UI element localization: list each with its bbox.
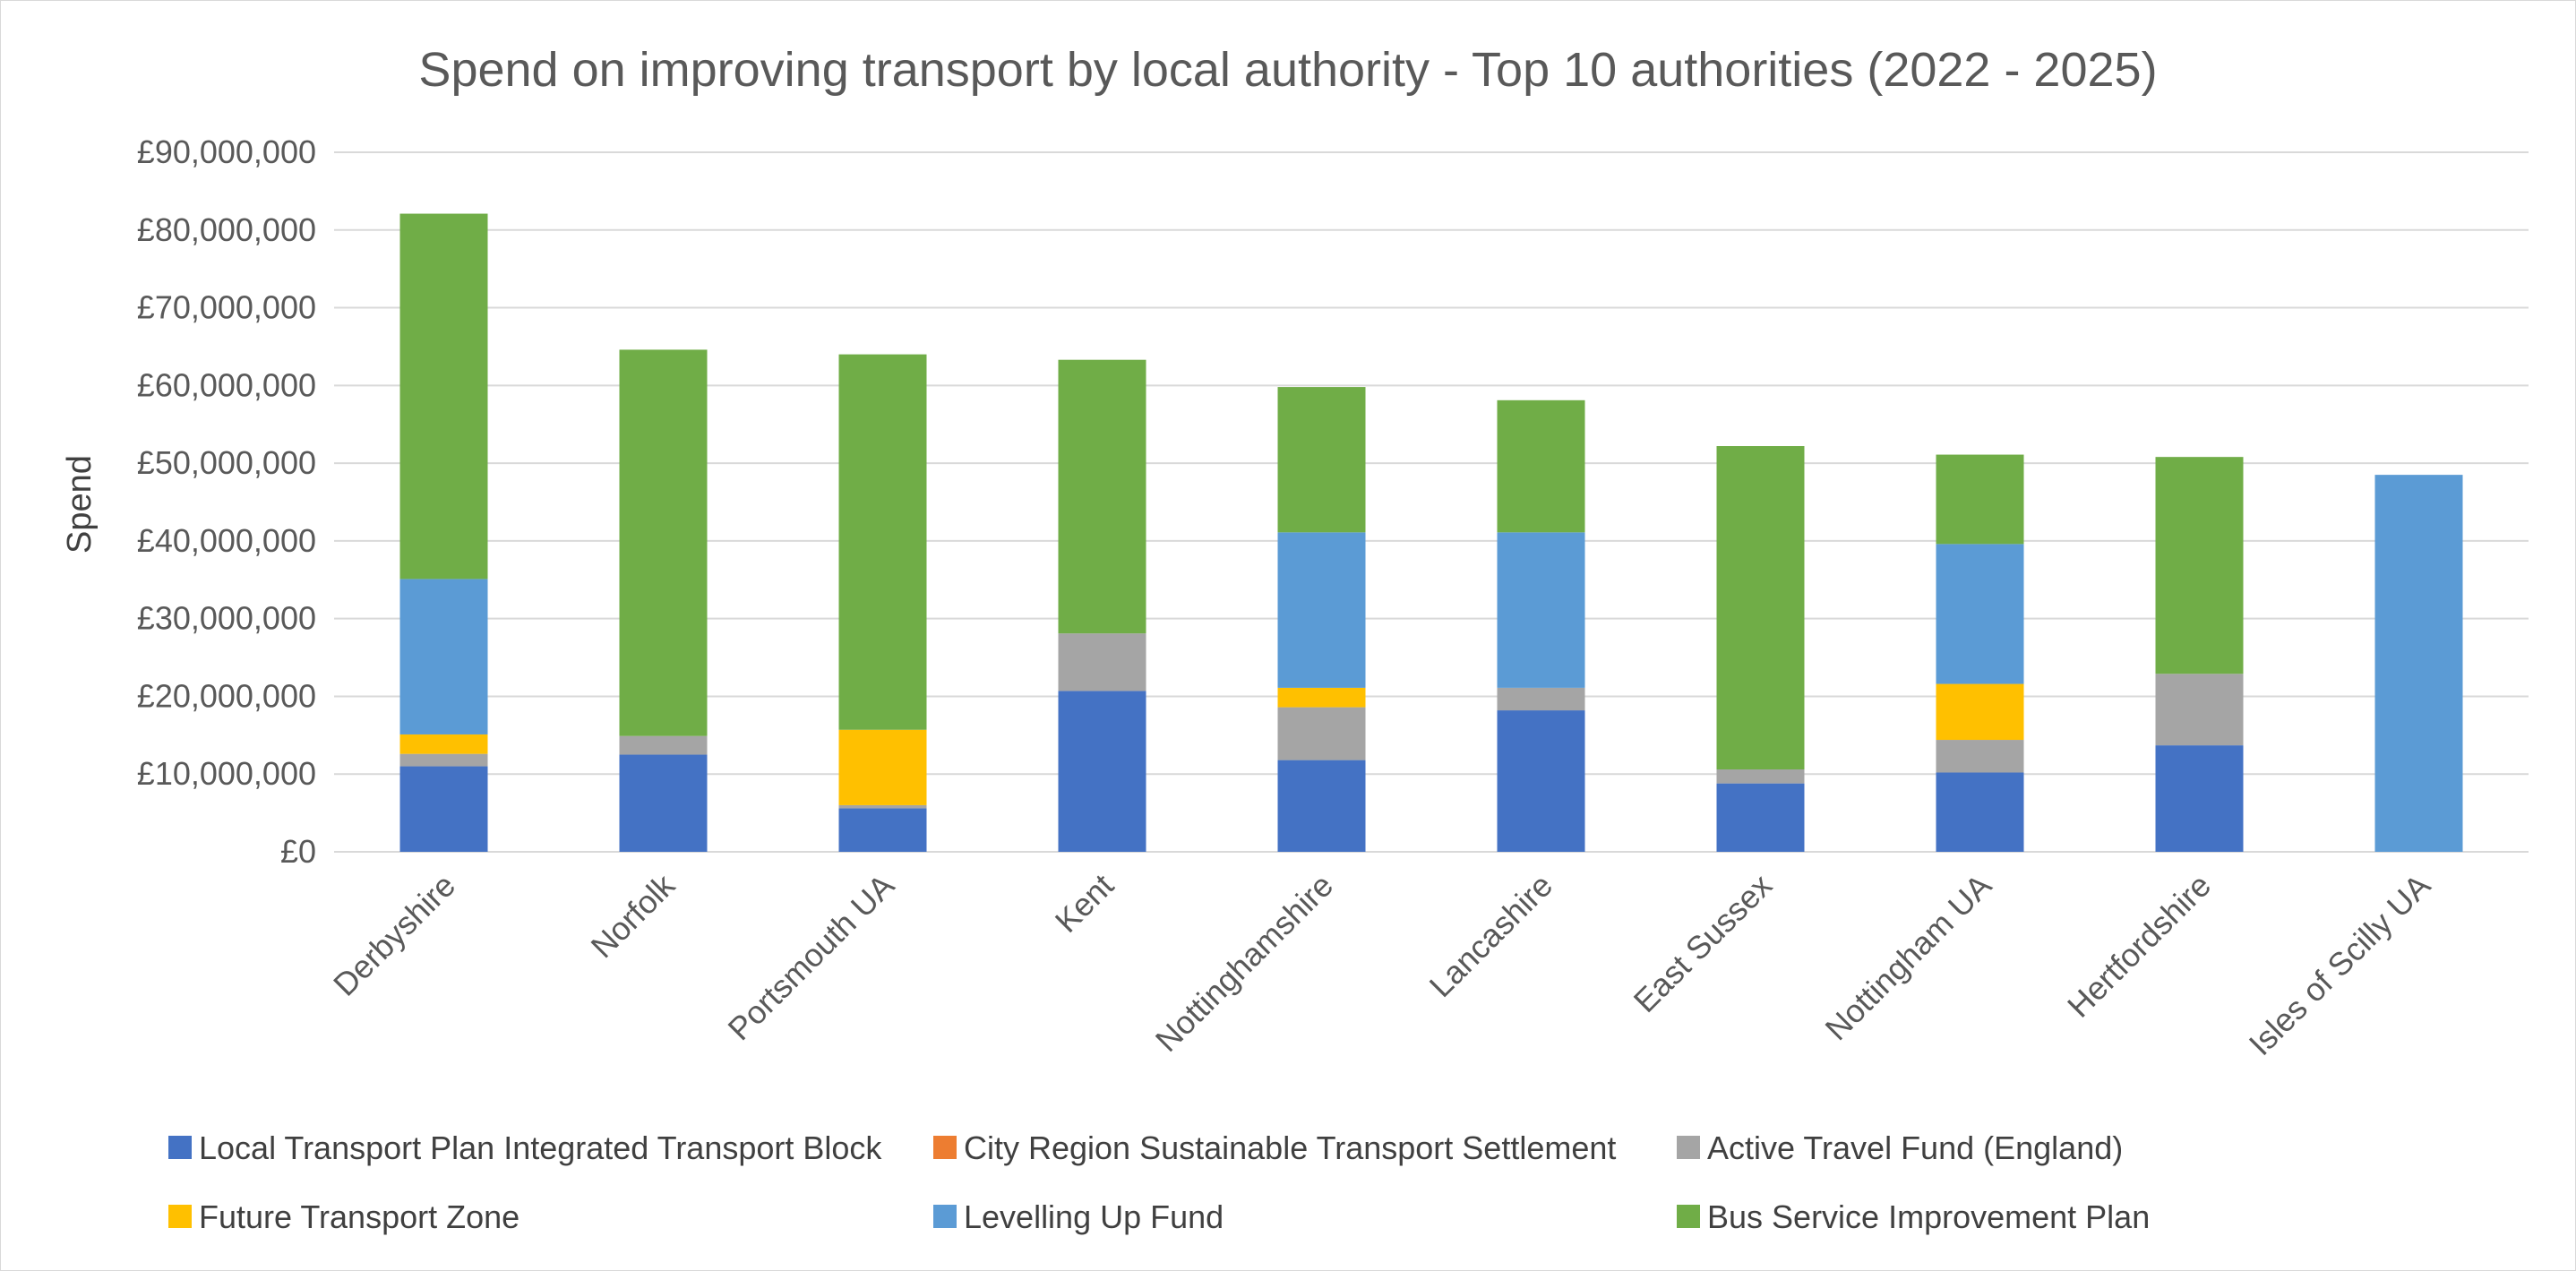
bar-segment — [1936, 454, 2024, 545]
x-tick-label: Nottinghamshire — [1148, 867, 1340, 1059]
bar-segment — [399, 753, 488, 767]
x-tick-label: Norfolk — [584, 866, 683, 965]
x-tick-label: Derbyshire — [326, 867, 462, 1003]
bar-segment — [619, 754, 708, 852]
legend-entry: Local Transport Plan Integrated Transpor… — [199, 1129, 882, 1166]
bar-segment — [838, 804, 927, 809]
chart-title: Spend on improving transport by local au… — [418, 43, 2157, 97]
bar-segment — [1497, 399, 1585, 533]
legend-entry: Bus Service Improvement Plan — [1707, 1198, 2150, 1235]
bar-segment — [1058, 359, 1146, 634]
bar-segment — [1277, 687, 1366, 708]
bar-segment — [1716, 769, 1805, 784]
y-axis-title: Spend — [61, 455, 99, 554]
bar-segment — [619, 735, 708, 755]
legend-swatch — [168, 1205, 192, 1228]
bars — [399, 213, 2463, 852]
bar-segment — [1277, 760, 1366, 852]
y-tick-label: £80,000,000 — [137, 211, 316, 248]
bar-segment — [1058, 691, 1146, 852]
bar-segment — [619, 349, 708, 736]
bar-segment — [2155, 674, 2244, 746]
bar-segment — [1936, 683, 2024, 741]
y-axis-tick-labels: £0 £10,000,000 £20,000,000 £30,000,000 £40,0… — [137, 133, 316, 870]
bar-segment — [1936, 772, 2024, 852]
y-tick-label: £50,000,000 — [137, 444, 316, 481]
bar-segment — [1277, 532, 1366, 688]
y-tick-label: £10,000,000 — [137, 755, 316, 792]
legend-entry: Levelling Up Fund — [964, 1198, 1224, 1235]
bar-segment — [1497, 687, 1585, 711]
x-tick-label: Kent — [1048, 867, 1121, 940]
bar-segment — [2155, 745, 2244, 852]
y-tick-label: £90,000,000 — [137, 133, 316, 170]
x-tick-label: Isles of Scilly UA — [2242, 867, 2438, 1063]
x-tick-label: Nottingham UA — [1818, 867, 1999, 1048]
legend-swatch — [933, 1136, 957, 1159]
legend-swatch — [1677, 1205, 1700, 1228]
legend-swatch — [933, 1205, 957, 1228]
x-tick-label: Lancashire — [1422, 867, 1560, 1005]
bar-segment — [2155, 457, 2244, 674]
bar-segment — [1936, 544, 2024, 684]
bar-segment — [2374, 475, 2463, 852]
legend: Local Transport Plan Integrated Transpor… — [168, 1129, 2150, 1235]
bar-segment — [1716, 783, 1805, 852]
bar-segment — [1936, 740, 2024, 773]
legend-entry: Active Travel Fund (England) — [1707, 1129, 2123, 1166]
bar-segment — [1716, 446, 1805, 770]
legend-swatch — [168, 1136, 192, 1159]
x-tick-label: East Sussex — [1627, 867, 1779, 1019]
y-tick-label: £30,000,000 — [137, 600, 316, 637]
bar-segment — [399, 213, 488, 580]
bar-segment — [838, 729, 927, 805]
bar-segment — [1497, 532, 1585, 688]
y-tick-label: £40,000,000 — [137, 522, 316, 559]
y-tick-label: £60,000,000 — [137, 366, 316, 403]
legend-entry: Future Transport Zone — [199, 1198, 519, 1235]
y-tick-label: £20,000,000 — [137, 677, 316, 714]
x-tick-label: Hertfordshire — [2060, 867, 2218, 1025]
x-axis-tick-labels: Derbyshire Norfolk Portsmouth UA Kent Nottin… — [326, 866, 2437, 1062]
bar-segment — [399, 579, 488, 734]
bar-segment — [1497, 710, 1585, 852]
bar-segment — [1277, 707, 1366, 760]
bar-segment — [1277, 387, 1366, 533]
legend-entry: City Region Sustainable Transport Settle… — [964, 1129, 1616, 1166]
y-tick-label: £70,000,000 — [137, 289, 316, 326]
x-tick-label: Portsmouth UA — [721, 867, 902, 1048]
bar-segment — [838, 354, 927, 730]
y-tick-label: £0 — [280, 833, 316, 870]
bar-segment — [399, 734, 488, 754]
bar-segment — [399, 766, 488, 852]
legend-swatch — [1677, 1136, 1700, 1159]
bar-segment — [1058, 633, 1146, 691]
bar-segment — [838, 808, 927, 852]
